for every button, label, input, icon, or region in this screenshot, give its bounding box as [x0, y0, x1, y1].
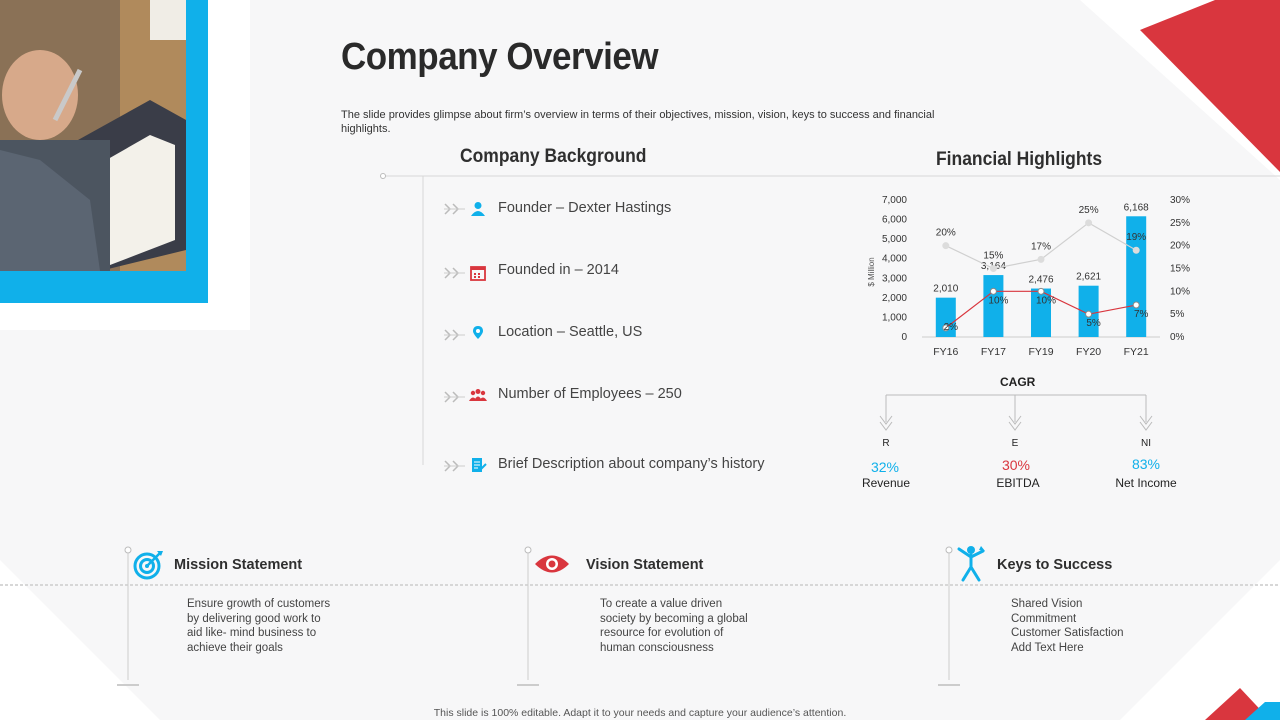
y-tick-label: 3,000: [882, 273, 907, 284]
line-point: [989, 287, 997, 295]
line-value-label: 19%: [1126, 232, 1146, 243]
financial-chart: 0 1,000 2,000 3,000 4,000 5,000 6,000 7,000 0% 5…: [867, 195, 1190, 358]
background-item-employees: Number of Employees – 250: [498, 386, 682, 402]
chevron-right-icon: [444, 203, 465, 215]
y2-tick-label: 5%: [1170, 309, 1185, 320]
line-value-label: 7%: [1134, 309, 1149, 320]
cagr-connector: [879, 394, 1153, 431]
line-value-label: 17%: [1031, 241, 1051, 252]
cagr-value-net-income: 83%: [1131, 456, 1161, 472]
line-point: [1085, 219, 1093, 227]
y2-tick-label: 10%: [1170, 286, 1190, 297]
x-tick-label: FY17: [981, 346, 1006, 358]
bar-FY21: [1126, 216, 1147, 337]
line-value-label: 2%: [944, 322, 959, 333]
cagr-label-revenue: Revenue: [861, 476, 911, 490]
line-value-label: 5%: [1086, 318, 1101, 329]
person-icon: [471, 202, 485, 216]
y2-tick-label: 25%: [1170, 218, 1190, 229]
line-point: [989, 265, 997, 272]
line-value-label: 20%: [936, 228, 956, 239]
bar-value-label: 2,621: [1076, 272, 1101, 283]
footer-note: This slide is 100% editable. Adapt it to…: [433, 707, 847, 719]
company-background-heading: Company Background: [460, 146, 647, 167]
cagr-letter-ebitda: E: [1011, 438, 1019, 449]
y-tick-label: 4,000: [882, 254, 907, 265]
success-person-icon: [957, 546, 985, 582]
cagr-label-ebitda: EBITDA: [996, 476, 1040, 490]
eye-icon: [535, 555, 569, 573]
blue-bottom-triangle: [1245, 702, 1280, 720]
line-point: [1085, 310, 1093, 318]
statement-pillars: [117, 546, 960, 686]
chevron-right-icon: [444, 391, 465, 403]
mission-body: Ensure growth of customers by delivering…: [187, 598, 331, 654]
line-point: [1037, 255, 1045, 263]
y-tick-label: 1,000: [882, 312, 907, 323]
financial-highlights-heading: Financial Highlights: [936, 149, 1103, 170]
page-subtitle: The slide provides glimpse about firm’s …: [341, 109, 935, 135]
mission-title: Mission Statement: [174, 557, 303, 573]
background-item-description: Brief Description about company’s histor…: [498, 456, 765, 472]
bar-value-label: 6,168: [1124, 202, 1149, 213]
location-pin-icon: [473, 326, 483, 339]
background-item-founder: Founder – Dexter Hastings: [498, 200, 672, 216]
cagr-title: CAGR: [1000, 375, 1036, 389]
bar-FY17: [983, 275, 1004, 337]
line-value-label: 15%: [983, 251, 1003, 262]
cagr-value-ebitda: 30%: [1001, 457, 1031, 473]
vision-title: Vision Statement: [586, 557, 704, 573]
chevron-right-icon: [444, 267, 465, 279]
document-edit-icon: [472, 458, 487, 472]
background-item-founded: Founded in – 2014: [498, 262, 619, 278]
cagr-letter-revenue: R: [882, 438, 890, 449]
photo-image: [0, 0, 186, 271]
cagr-label-net-income: Net Income: [1115, 476, 1177, 490]
x-tick-label: FY21: [1124, 346, 1149, 358]
cagr-letter-net-income: NI: [1141, 438, 1151, 449]
people-group-icon: [469, 389, 487, 401]
line-value-label: 10%: [1036, 295, 1056, 306]
x-tick-label: FY20: [1076, 346, 1101, 358]
calendar-icon: [470, 266, 486, 281]
cagr-value-revenue: 32%: [870, 459, 900, 475]
line-value-label: 25%: [1079, 205, 1099, 216]
photo-frame: [0, 0, 208, 303]
chevron-right-icon: [444, 460, 465, 472]
line-point: [1132, 301, 1140, 309]
x-tick-label: FY19: [1028, 346, 1053, 358]
red-corner-triangle: [1140, 0, 1280, 172]
background-item-location: Location – Seattle, US: [498, 324, 643, 340]
y-tick-label: 2,000: [882, 293, 907, 304]
target-icon: [133, 551, 163, 580]
y2-tick-label: 20%: [1170, 241, 1190, 252]
x-tick-label: FY16: [933, 346, 958, 358]
keys-body: Shared Vision Commitment Customer Satisf…: [1011, 598, 1124, 654]
y2-tick-label: 30%: [1170, 195, 1190, 206]
y-tick-label: 6,000: [882, 215, 907, 226]
line-point: [942, 242, 950, 250]
chevron-right-icon: [444, 329, 465, 341]
y-axis-label: $ Million: [867, 257, 876, 286]
red-bottom-triangle: [1205, 688, 1270, 720]
bar-value-label: 2,476: [1028, 275, 1053, 286]
vision-body: To create a value driven society by beco…: [600, 598, 748, 654]
page-title: Company Overview: [341, 36, 659, 78]
keys-title: Keys to Success: [997, 557, 1113, 573]
bar-value-label: 2,010: [933, 284, 958, 295]
y2-tick-label: 0%: [1170, 332, 1185, 343]
line-point: [942, 324, 950, 332]
y2-tick-label: 15%: [1170, 264, 1190, 275]
y-tick-label: 7,000: [882, 195, 907, 206]
y-tick-label: 5,000: [882, 234, 907, 245]
bar-FY19: [1031, 288, 1051, 337]
line-point: [1132, 246, 1140, 254]
line-value-label: 10%: [988, 295, 1008, 306]
line-point: [1037, 287, 1045, 295]
bar-FY16: [935, 297, 956, 337]
y-tick-label: 0: [901, 332, 907, 343]
